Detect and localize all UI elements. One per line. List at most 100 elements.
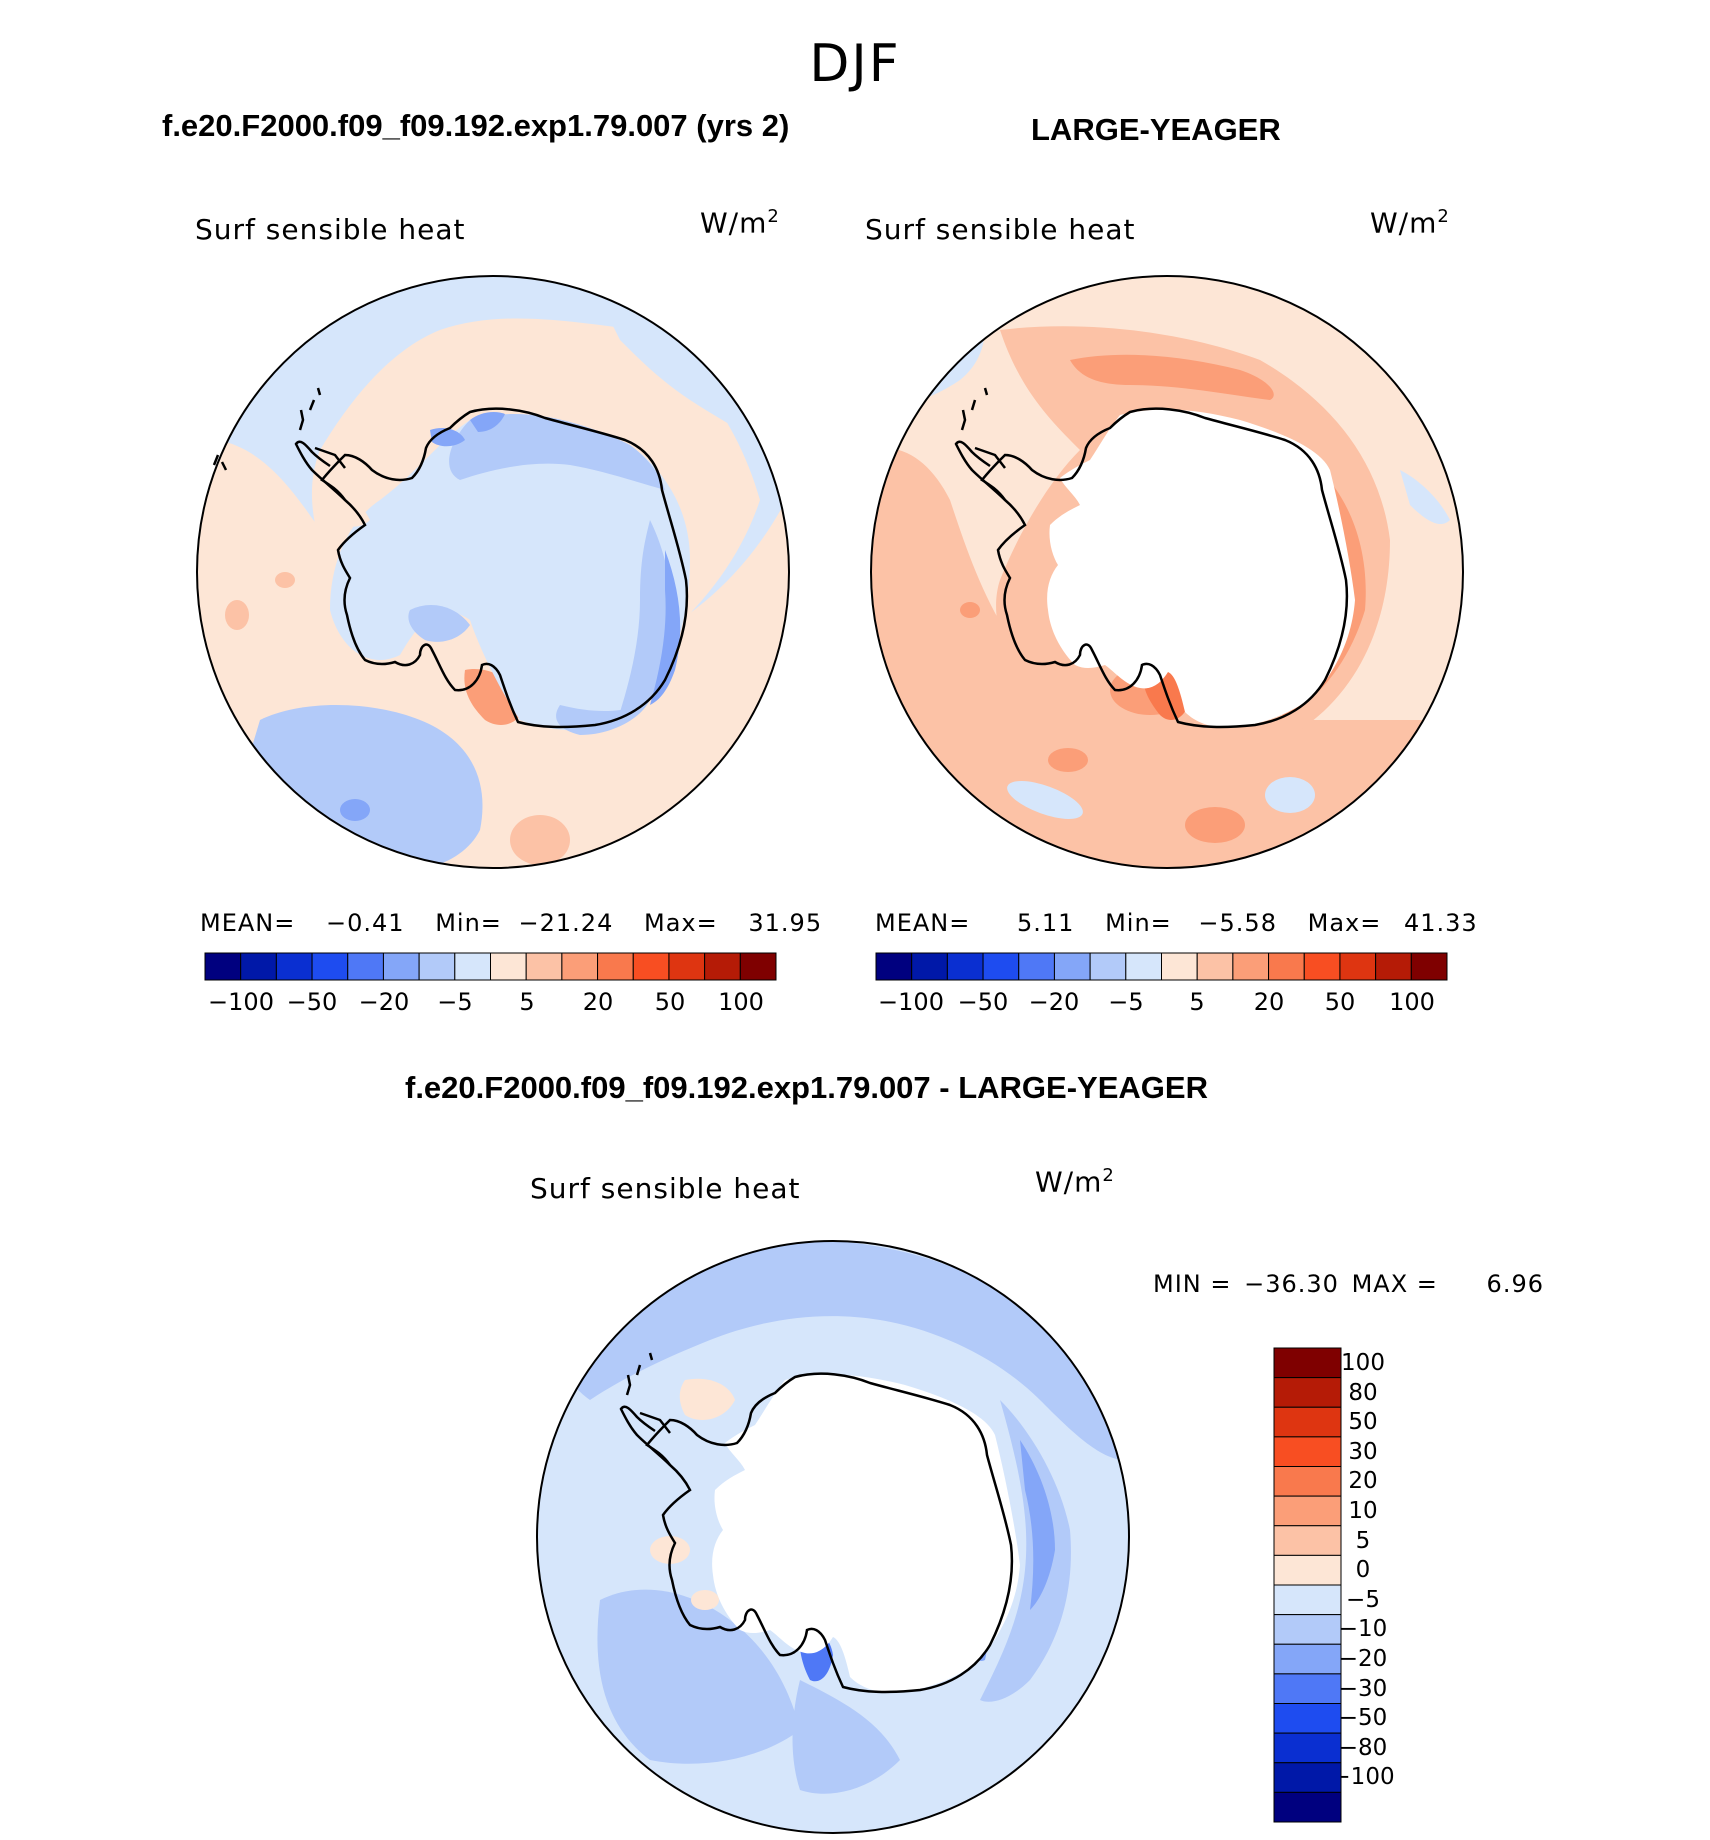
colorbar2-swatch: [1268, 952, 1305, 981]
panel2-units-exponent: 2: [1437, 206, 1450, 227]
colorbar2-label: 50: [1324, 988, 1356, 1016]
colorbar3-label: 50: [1348, 1409, 1378, 1435]
colorbar1-label: −20: [358, 988, 410, 1016]
panel2-mean-value: 5.11: [1017, 909, 1075, 937]
colorbar1-label: 50: [654, 988, 686, 1016]
colorbar3-swatch: [1273, 1466, 1342, 1497]
colorbar2-label: −100: [878, 988, 944, 1016]
colorbar2-swatch: [946, 952, 984, 981]
colorbar3-label: 100: [1341, 1350, 1385, 1376]
colorbar2-swatch: [911, 952, 948, 981]
panel3-min-label: MIN =: [1153, 1270, 1232, 1298]
panel2-max-value: 41.33: [1403, 909, 1478, 937]
colorbar2-swatch: [982, 952, 1020, 981]
panel3-minmax: MIN = −36.30 MAX = 6.96: [1153, 1270, 1544, 1298]
colorbar2-label: −20: [1028, 988, 1080, 1016]
colorbar1-swatch: [561, 952, 599, 981]
panel2-units: W/m2: [1370, 206, 1450, 239]
panel2-title: LARGE-YEAGER: [1031, 112, 1281, 147]
panel2-mean-label: MEAN=: [875, 909, 971, 937]
panel2-stats: MEAN= 5.11 Min= −5.58 Max= 41.33: [875, 909, 1478, 937]
panel1-units: W/m2: [700, 206, 780, 239]
colorbar1-label: 5: [519, 988, 535, 1016]
colorbar1-swatch: [240, 952, 277, 981]
panel3-units: W/m2: [1035, 1165, 1115, 1198]
colorbar3-swatch: [1273, 1703, 1342, 1734]
colorbar2-swatch: [1375, 952, 1412, 981]
map-panel1: [196, 275, 790, 869]
colorbar2-swatch: [1303, 952, 1341, 981]
colorbar3-swatch: [1273, 1732, 1342, 1764]
panel3-units-text: W/m: [1035, 1165, 1103, 1199]
panel3-max-value: 6.96: [1486, 1270, 1544, 1298]
colorbar1-label: 20: [582, 988, 614, 1016]
colorbar3-swatch: [1273, 1614, 1342, 1645]
colorbar3-label: 10: [1348, 1498, 1378, 1524]
colorbar2-label: 20: [1253, 988, 1285, 1016]
panel1-stats: MEAN= −0.41 Min= −21.24 Max= 31.95: [200, 909, 822, 937]
panel1-units-text: W/m: [700, 206, 768, 240]
colorbar3-swatch: [1273, 1347, 1342, 1379]
map-panel2: [870, 275, 1464, 869]
colorbar1-swatch: [347, 952, 384, 981]
colorbar3-swatch: [1273, 1762, 1342, 1793]
colorbar1-swatch: [204, 952, 242, 981]
colorbar3-label: 0: [1355, 1557, 1371, 1583]
panel1-title: f.e20.F2000.f09_f09.192.exp1.79.007 (yrs…: [162, 108, 790, 143]
colorbar3-swatch: [1273, 1673, 1342, 1704]
colorbar2-label: −50: [957, 988, 1009, 1016]
season-title: DJF: [809, 34, 901, 94]
colorbar3-swatch: [1273, 1525, 1342, 1556]
panel1-mean-label: MEAN=: [200, 909, 296, 937]
colorbar3-swatch: [1273, 1495, 1342, 1527]
colorbar2-swatch: [1339, 952, 1377, 981]
colorbar2-swatch: [1410, 952, 1448, 981]
panel1-mean-value: −0.41: [326, 909, 405, 937]
panel1-min-value: −21.24: [518, 909, 614, 937]
panel2-min-value: −5.58: [1198, 909, 1277, 937]
panel3-field-label: Surf sensible heat: [530, 1172, 801, 1205]
colorbar3-swatch: [1273, 1584, 1342, 1616]
colorbar1-swatch: [418, 952, 456, 981]
panel2-min-label: Min=: [1105, 909, 1172, 937]
colorbar-panel1: [204, 952, 777, 981]
colorbar-panel2: [875, 952, 1448, 981]
panel1-max-value: 31.95: [748, 909, 823, 937]
colorbar2-swatch: [1161, 952, 1198, 981]
colorbar3-label: 30: [1348, 1439, 1378, 1465]
panel2-field-label: Surf sensible heat: [865, 213, 1136, 246]
colorbar1-swatch: [704, 952, 741, 981]
colorbar3-swatch: [1273, 1377, 1342, 1408]
colorbar-panel3: [1273, 1347, 1342, 1823]
panel3-units-exponent: 2: [1102, 1165, 1115, 1186]
colorbar2-label: 5: [1189, 988, 1205, 1016]
colorbar3-swatch: [1273, 1554, 1342, 1586]
panel1-min-label: Min=: [435, 909, 502, 937]
colorbar2-swatch: [1125, 952, 1162, 981]
colorbar1-swatch: [597, 952, 634, 981]
colorbar2-swatch: [1053, 952, 1091, 981]
colorbar2-swatch: [1089, 952, 1127, 981]
colorbar1-swatch: [632, 952, 670, 981]
panel1-max-label: Max=: [644, 909, 718, 937]
colorbar1-swatch: [454, 952, 491, 981]
colorbar1-swatch: [382, 952, 420, 981]
colorbar1-label: 100: [718, 988, 764, 1016]
panel3-max-label: MAX =: [1351, 1270, 1438, 1298]
panel2-max-label: Max=: [1307, 909, 1382, 937]
colorbar1-label: −50: [286, 988, 338, 1016]
colorbar3-label: −100: [1331, 1764, 1395, 1790]
colorbar3-label: −50: [1338, 1705, 1388, 1731]
colorbar2-label: 100: [1389, 988, 1435, 1016]
colorbar2-label: −5: [1108, 988, 1144, 1016]
colorbar1-swatch: [490, 952, 527, 981]
colorbar1-swatch: [275, 952, 313, 981]
colorbar3-label: 5: [1355, 1528, 1371, 1554]
colorbar3-label: −80: [1338, 1735, 1388, 1761]
colorbar2-swatch: [1018, 952, 1055, 981]
colorbar1-label: −100: [208, 988, 274, 1016]
colorbar3-swatch: [1273, 1406, 1342, 1438]
colorbar3-label: −20: [1338, 1646, 1388, 1672]
panel1-units-exponent: 2: [767, 206, 780, 227]
